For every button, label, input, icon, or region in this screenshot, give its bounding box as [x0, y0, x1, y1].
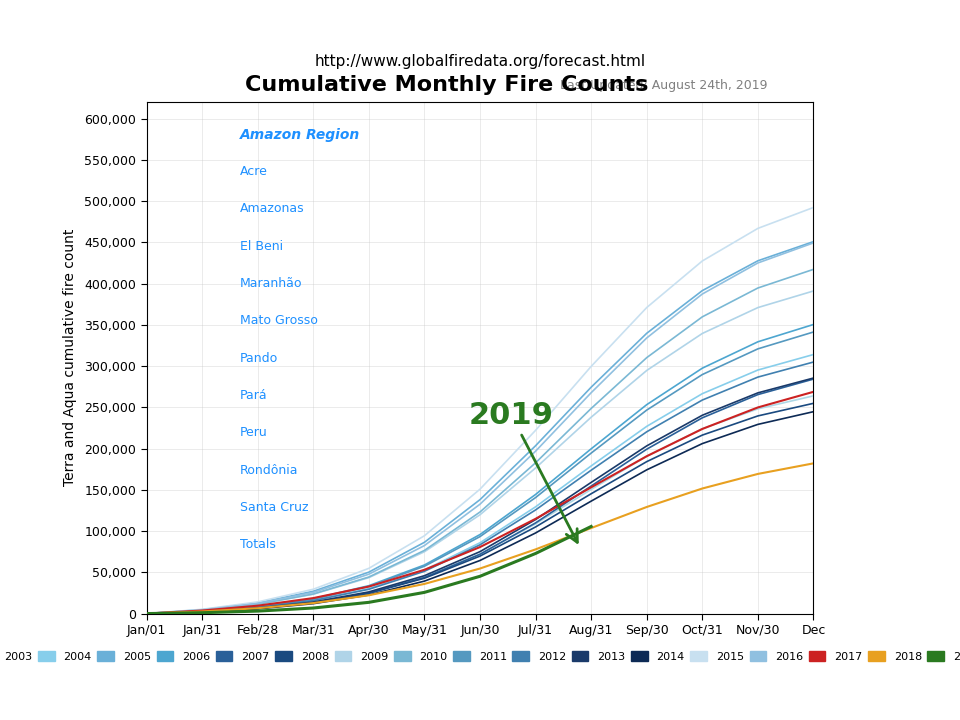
Text: Last Updated: August 24th, 2019: Last Updated: August 24th, 2019 [560, 78, 768, 92]
Text: Amazonas: Amazonas [240, 202, 304, 215]
Text: Totals: Totals [240, 539, 276, 552]
Text: Mato Grosso: Mato Grosso [240, 315, 318, 328]
Y-axis label: Terra and Aqua cumulative fire count: Terra and Aqua cumulative fire count [63, 229, 77, 487]
Legend: 2003, 2004, 2005, 2006, 2007, 2008, 2009, 2010, 2011, 2012, 2013, 2014, 2015, 20: 2003, 2004, 2005, 2006, 2007, 2008, 2009… [0, 649, 960, 665]
Text: Peru: Peru [240, 426, 268, 439]
Text: Rondônia: Rondônia [240, 464, 299, 477]
Text: Amazon Region: Amazon Region [240, 127, 360, 142]
Title: Cumulative Monthly Fire Counts: Cumulative Monthly Fire Counts [245, 75, 648, 95]
Text: Santa Cruz: Santa Cruz [240, 501, 308, 514]
Text: Pando: Pando [240, 351, 278, 364]
Text: El Beni: El Beni [240, 240, 283, 253]
Text: Pará: Pará [240, 389, 268, 402]
Text: Acre: Acre [240, 165, 268, 178]
Text: Maranhão: Maranhão [240, 277, 302, 290]
Text: http://www.globalfiredata.org/forecast.html: http://www.globalfiredata.org/forecast.h… [315, 54, 645, 69]
Text: 2019: 2019 [468, 401, 577, 542]
